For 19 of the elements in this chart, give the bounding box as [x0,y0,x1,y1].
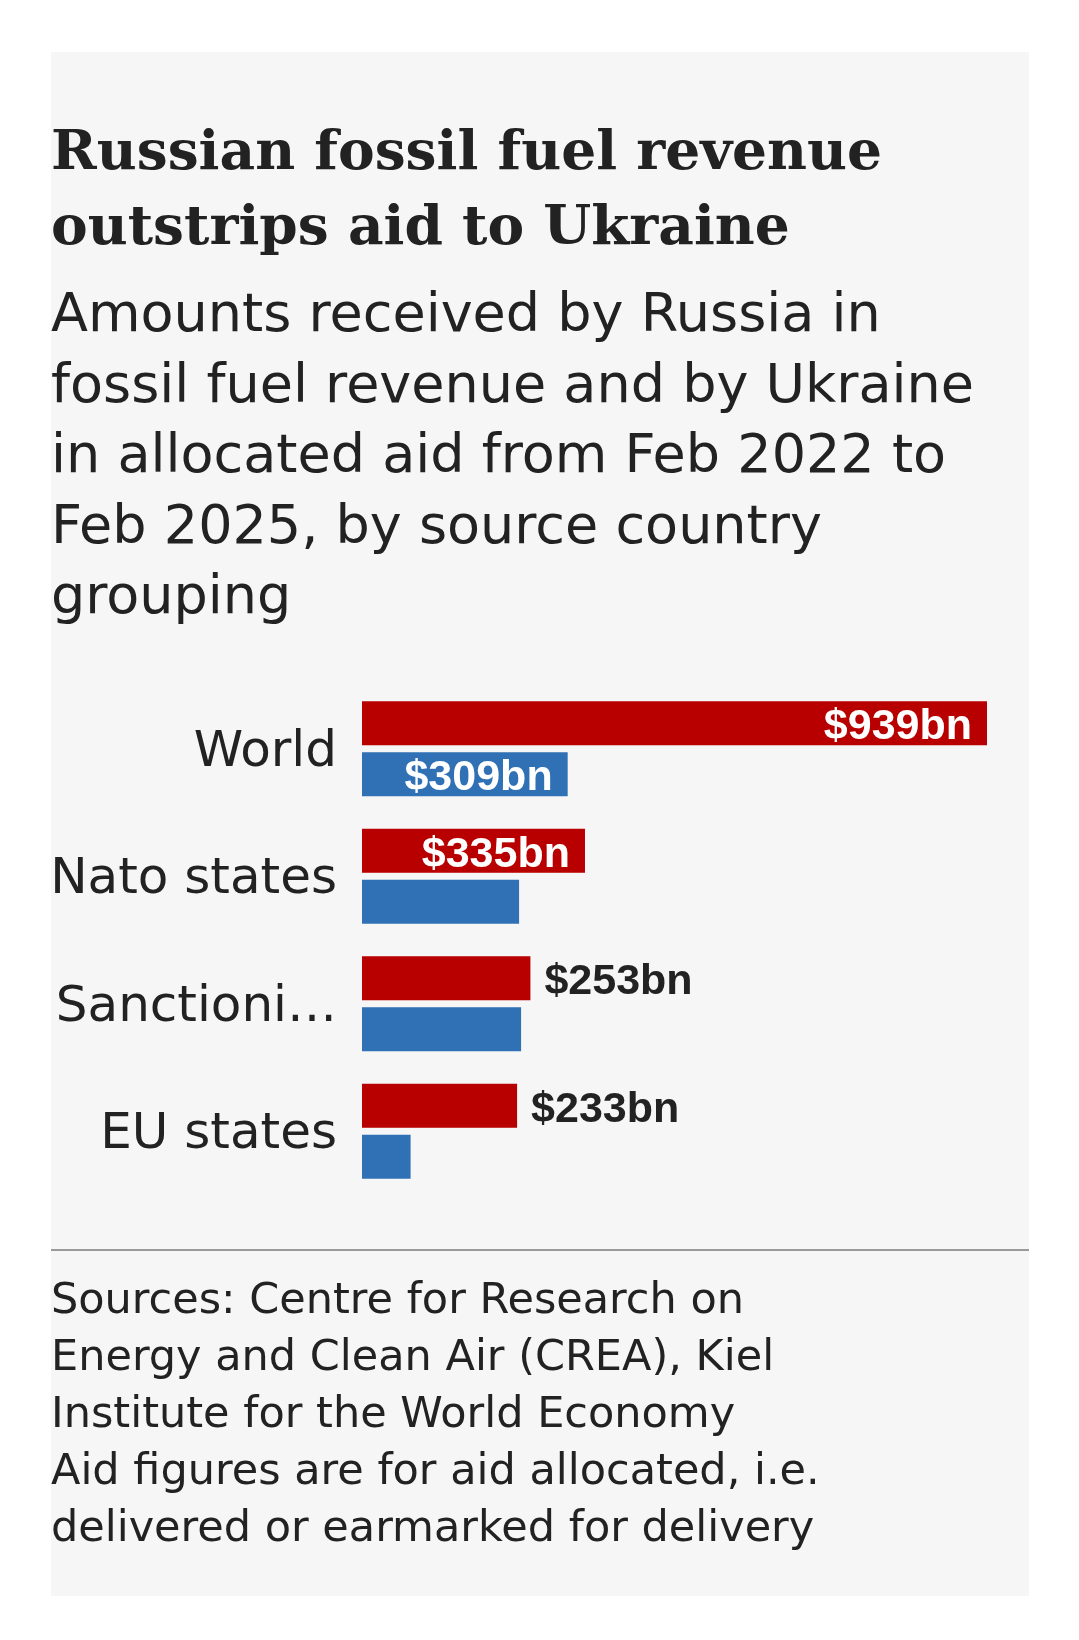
y-tick-label: EU states [100,1102,337,1161]
bar [362,1134,411,1179]
source-note: Sources: Centre for Research on Energy and Clean Air (CREA), Kiel Institute for the World Economy [51,1272,776,1439]
bar [362,1007,522,1052]
y-tick-label: Nato states [50,847,337,906]
bar [362,879,520,924]
bar [362,956,531,1001]
chart-subtitle: Amounts received by Russia in fossil fuel revenue and by Ukraine in allocated aid from Feb 2022 to Feb 2025, by source country grouping [51,280,976,628]
bar [362,1083,518,1128]
data-label: $939bn [823,700,972,749]
data-label: $233bn [531,1082,680,1131]
text: Aid figures are for aid allocated, i.e. delivered or earmarked for delivery [51,1443,821,1553]
y-tick-label: Sanctioni… [55,974,337,1033]
data-label: $309bn [404,751,553,800]
y-tick-label: World [193,719,337,778]
data-label: $253bn [544,955,693,1004]
data-label: $335bn [421,827,570,876]
bar [362,701,987,746]
chart-title: Russian fossil fuel revenue outstrips aid to Ukraine [51,116,884,259]
